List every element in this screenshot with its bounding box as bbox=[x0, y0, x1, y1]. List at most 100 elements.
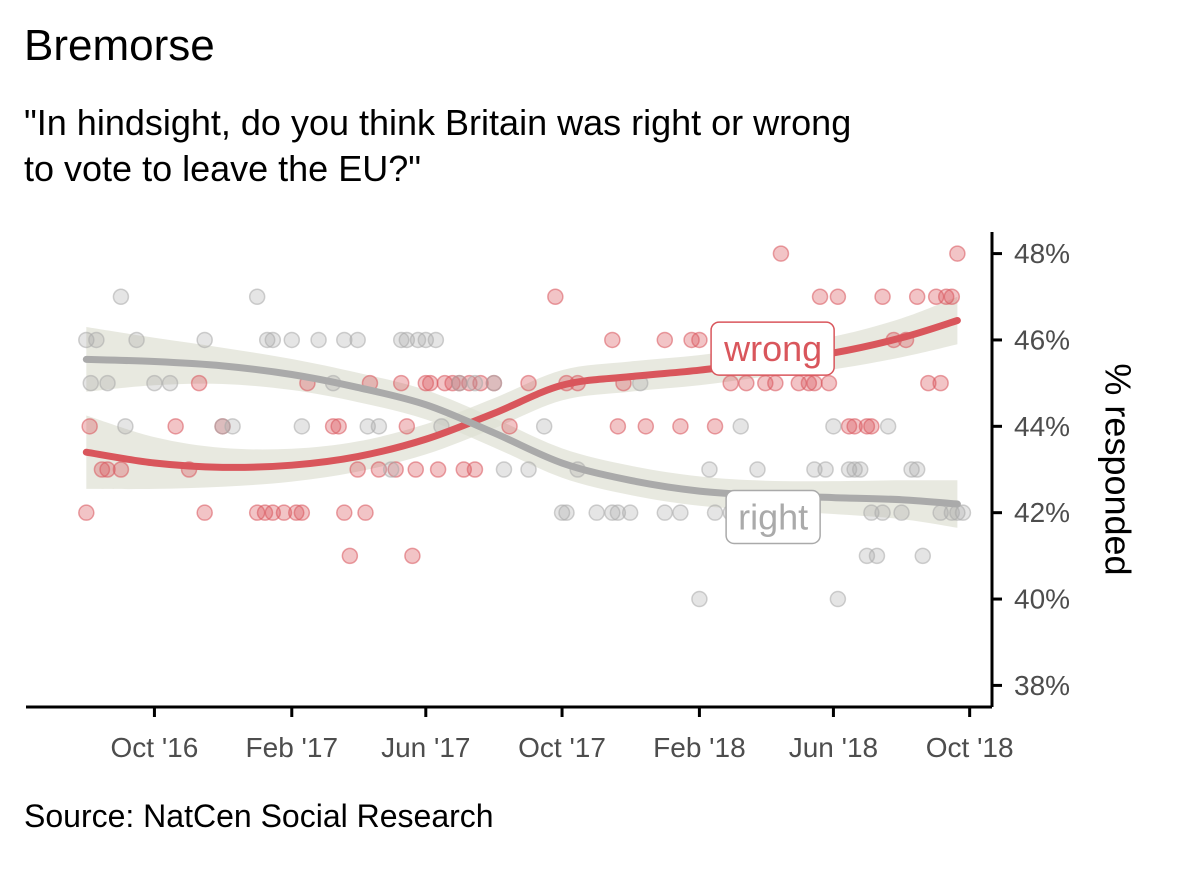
point-right bbox=[293, 418, 311, 435]
point-wrong bbox=[472, 374, 489, 392]
point-wrong bbox=[706, 418, 724, 435]
point-wrong bbox=[691, 331, 708, 349]
point-right bbox=[656, 504, 674, 521]
point-wrong bbox=[398, 418, 416, 435]
point-right bbox=[806, 461, 823, 478]
y-tick-label: 46% bbox=[1014, 324, 1070, 355]
point-right bbox=[535, 418, 553, 435]
point-wrong bbox=[466, 461, 484, 478]
point-wrong bbox=[275, 504, 293, 521]
point-right bbox=[588, 504, 605, 521]
point-wrong bbox=[943, 288, 961, 306]
point-right bbox=[112, 288, 130, 306]
point-right bbox=[117, 418, 134, 435]
point-wrong bbox=[78, 504, 95, 521]
x-tick-label: Oct '17 bbox=[518, 732, 606, 763]
point-wrong bbox=[937, 288, 955, 306]
point-right bbox=[829, 590, 847, 608]
y-tick-label: 48% bbox=[1014, 238, 1070, 269]
point-right bbox=[558, 504, 575, 521]
point-wrong bbox=[932, 374, 949, 392]
point-right bbox=[196, 331, 213, 349]
point-right bbox=[908, 461, 926, 478]
point-wrong bbox=[341, 547, 359, 565]
point-right bbox=[868, 547, 886, 565]
point-wrong bbox=[93, 461, 111, 478]
point-right bbox=[621, 504, 639, 521]
x-tick-label: Jun '17 bbox=[381, 732, 470, 763]
point-right bbox=[248, 288, 266, 306]
point-wrong bbox=[81, 418, 98, 435]
point-right bbox=[851, 461, 869, 478]
point-wrong bbox=[349, 461, 366, 478]
point-wrong bbox=[858, 418, 876, 435]
point-right bbox=[382, 461, 400, 478]
point-right bbox=[283, 331, 301, 349]
point-wrong bbox=[772, 245, 790, 262]
point-right bbox=[609, 504, 627, 521]
point-right bbox=[146, 374, 163, 392]
point-wrong bbox=[99, 461, 116, 478]
point-right bbox=[553, 504, 571, 521]
point-right bbox=[88, 331, 105, 349]
point-right bbox=[359, 418, 376, 435]
point-right bbox=[258, 331, 276, 349]
point-right bbox=[863, 504, 880, 521]
point-right bbox=[336, 331, 353, 349]
point-right bbox=[701, 461, 718, 478]
point-right bbox=[264, 331, 282, 349]
point-right bbox=[466, 374, 484, 392]
point-right bbox=[732, 418, 749, 435]
point-wrong bbox=[429, 461, 447, 478]
point-wrong bbox=[846, 418, 863, 435]
point-wrong bbox=[330, 418, 347, 435]
point-right bbox=[398, 331, 416, 349]
point-wrong bbox=[908, 288, 926, 306]
point-wrong bbox=[422, 374, 439, 392]
point-right bbox=[749, 461, 766, 478]
point-wrong bbox=[920, 374, 937, 392]
point-wrong bbox=[656, 331, 674, 349]
point-right bbox=[840, 461, 858, 478]
point-right bbox=[128, 331, 145, 349]
point-right bbox=[893, 504, 910, 521]
point-wrong bbox=[874, 288, 891, 306]
y-axis: 38% 40% 42% 44% 46% 48% bbox=[990, 232, 1070, 707]
point-wrong bbox=[370, 461, 388, 478]
point-wrong bbox=[357, 504, 374, 521]
points-layer bbox=[78, 245, 972, 608]
series-label-text-wrong: wrong bbox=[723, 328, 822, 369]
x-tick-label: Jun '18 bbox=[789, 732, 878, 763]
point-right bbox=[99, 374, 116, 392]
point-wrong bbox=[112, 461, 130, 478]
point-wrong bbox=[547, 288, 564, 306]
point-wrong bbox=[404, 547, 421, 565]
point-right bbox=[370, 418, 388, 435]
point-wrong bbox=[949, 245, 966, 262]
point-wrong bbox=[324, 418, 342, 435]
point-wrong bbox=[829, 288, 847, 306]
point-wrong bbox=[392, 374, 410, 392]
point-right bbox=[451, 374, 468, 392]
source-caption: Source: NatCen Social Research bbox=[24, 798, 494, 834]
point-right bbox=[349, 331, 366, 349]
point-wrong bbox=[455, 461, 473, 478]
point-right bbox=[520, 461, 537, 478]
point-right bbox=[427, 331, 445, 349]
point-wrong bbox=[501, 418, 518, 435]
point-wrong bbox=[806, 374, 823, 392]
series-label-text-right: right bbox=[738, 497, 808, 538]
point-wrong bbox=[767, 374, 784, 392]
x-tick-label: Oct '16 bbox=[111, 732, 199, 763]
series-label-box-right bbox=[725, 489, 821, 545]
point-wrong bbox=[637, 418, 655, 435]
point-wrong bbox=[672, 418, 689, 435]
y-tick-label: 40% bbox=[1014, 584, 1070, 615]
point-wrong bbox=[444, 374, 461, 392]
point-wrong bbox=[811, 288, 829, 306]
x-tick-label: Feb '17 bbox=[246, 732, 339, 763]
point-wrong bbox=[167, 418, 184, 435]
y-tick-label: 38% bbox=[1014, 670, 1070, 701]
series-label-box-wrong bbox=[710, 321, 835, 376]
point-wrong bbox=[190, 374, 208, 392]
